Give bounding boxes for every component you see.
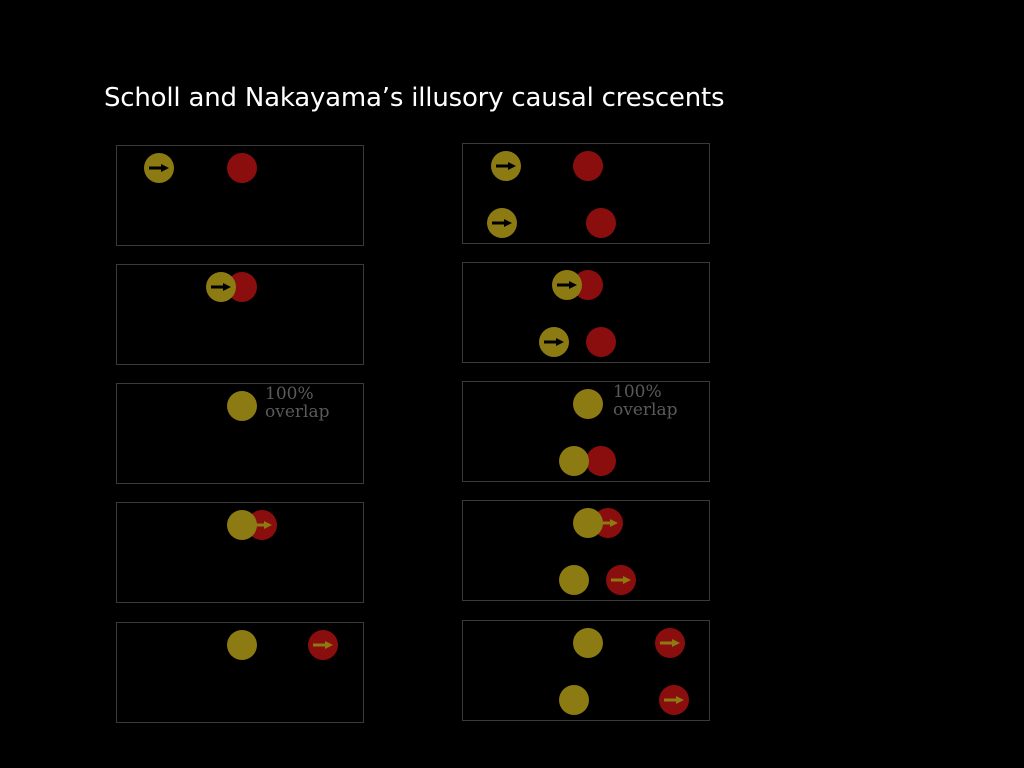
launcher-ball [227, 391, 257, 421]
launcher-ball [227, 630, 257, 660]
launcher-ball-top [573, 628, 603, 658]
right-arrow-icon [492, 219, 512, 227]
overlap-label-word: overlap [613, 400, 678, 420]
launcher-ball [206, 272, 236, 302]
overlap-label: 100% overlap [265, 385, 329, 421]
right-arrow-icon [611, 576, 631, 584]
launcher-ball-top [573, 389, 603, 419]
target-ball [308, 630, 338, 660]
slide-title: Scholl and Nakayama’s illusory causal cr… [104, 83, 725, 113]
launcher-ball-bottom [539, 327, 569, 357]
launcher-ball-bottom [559, 685, 589, 715]
launcher-ball-top [552, 270, 582, 300]
right-frame-3: 100% overlap [462, 381, 710, 482]
launcher-ball [144, 153, 174, 183]
right-arrow-icon [598, 519, 618, 527]
launcher-ball [227, 510, 257, 540]
right-arrow-icon [660, 639, 680, 647]
launcher-ball-bottom [487, 208, 517, 238]
left-frame-5 [116, 622, 364, 723]
overlap-label: 100% overlap [613, 383, 677, 419]
right-arrow-icon [664, 696, 684, 704]
left-frame-1 [116, 145, 364, 246]
launcher-ball-bottom [559, 446, 589, 476]
right-frame-5 [462, 620, 710, 721]
right-arrow-icon [557, 281, 577, 289]
overlap-label-word: overlap [265, 402, 330, 422]
right-arrow-icon [313, 641, 333, 649]
right-arrow-icon [211, 283, 231, 291]
right-arrow-icon [496, 162, 516, 170]
right-frame-4 [462, 500, 710, 601]
target-ball-bottom [659, 685, 689, 715]
launcher-ball-bottom [559, 565, 589, 595]
right-frame-1 [462, 143, 710, 244]
left-frame-2 [116, 264, 364, 365]
target-ball-bottom [586, 327, 616, 357]
right-frame-2 [462, 262, 710, 363]
right-arrow-icon [149, 164, 169, 172]
target-ball-top [655, 628, 685, 658]
target-ball-top [573, 151, 603, 181]
left-frame-3: 100% overlap [116, 383, 364, 484]
target-ball-bottom [586, 208, 616, 238]
overlap-label-percent: 100% [613, 382, 662, 402]
target-ball [227, 153, 257, 183]
right-arrow-icon [252, 521, 272, 529]
right-arrow-icon [544, 338, 564, 346]
launcher-ball-top [573, 508, 603, 538]
overlap-label-percent: 100% [265, 384, 314, 404]
target-ball-bottom [586, 446, 616, 476]
left-frame-4 [116, 502, 364, 603]
target-ball-bottom [606, 565, 636, 595]
launcher-ball-top [491, 151, 521, 181]
